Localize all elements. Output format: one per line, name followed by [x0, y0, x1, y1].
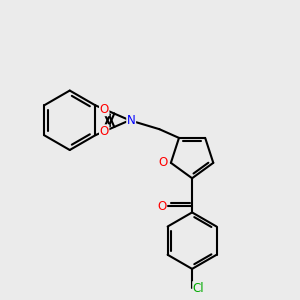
Text: O: O	[159, 156, 168, 169]
Text: O: O	[100, 125, 109, 138]
Text: N: N	[127, 114, 136, 127]
Text: O: O	[157, 200, 167, 213]
Text: Cl: Cl	[193, 282, 204, 295]
Text: O: O	[100, 103, 109, 116]
